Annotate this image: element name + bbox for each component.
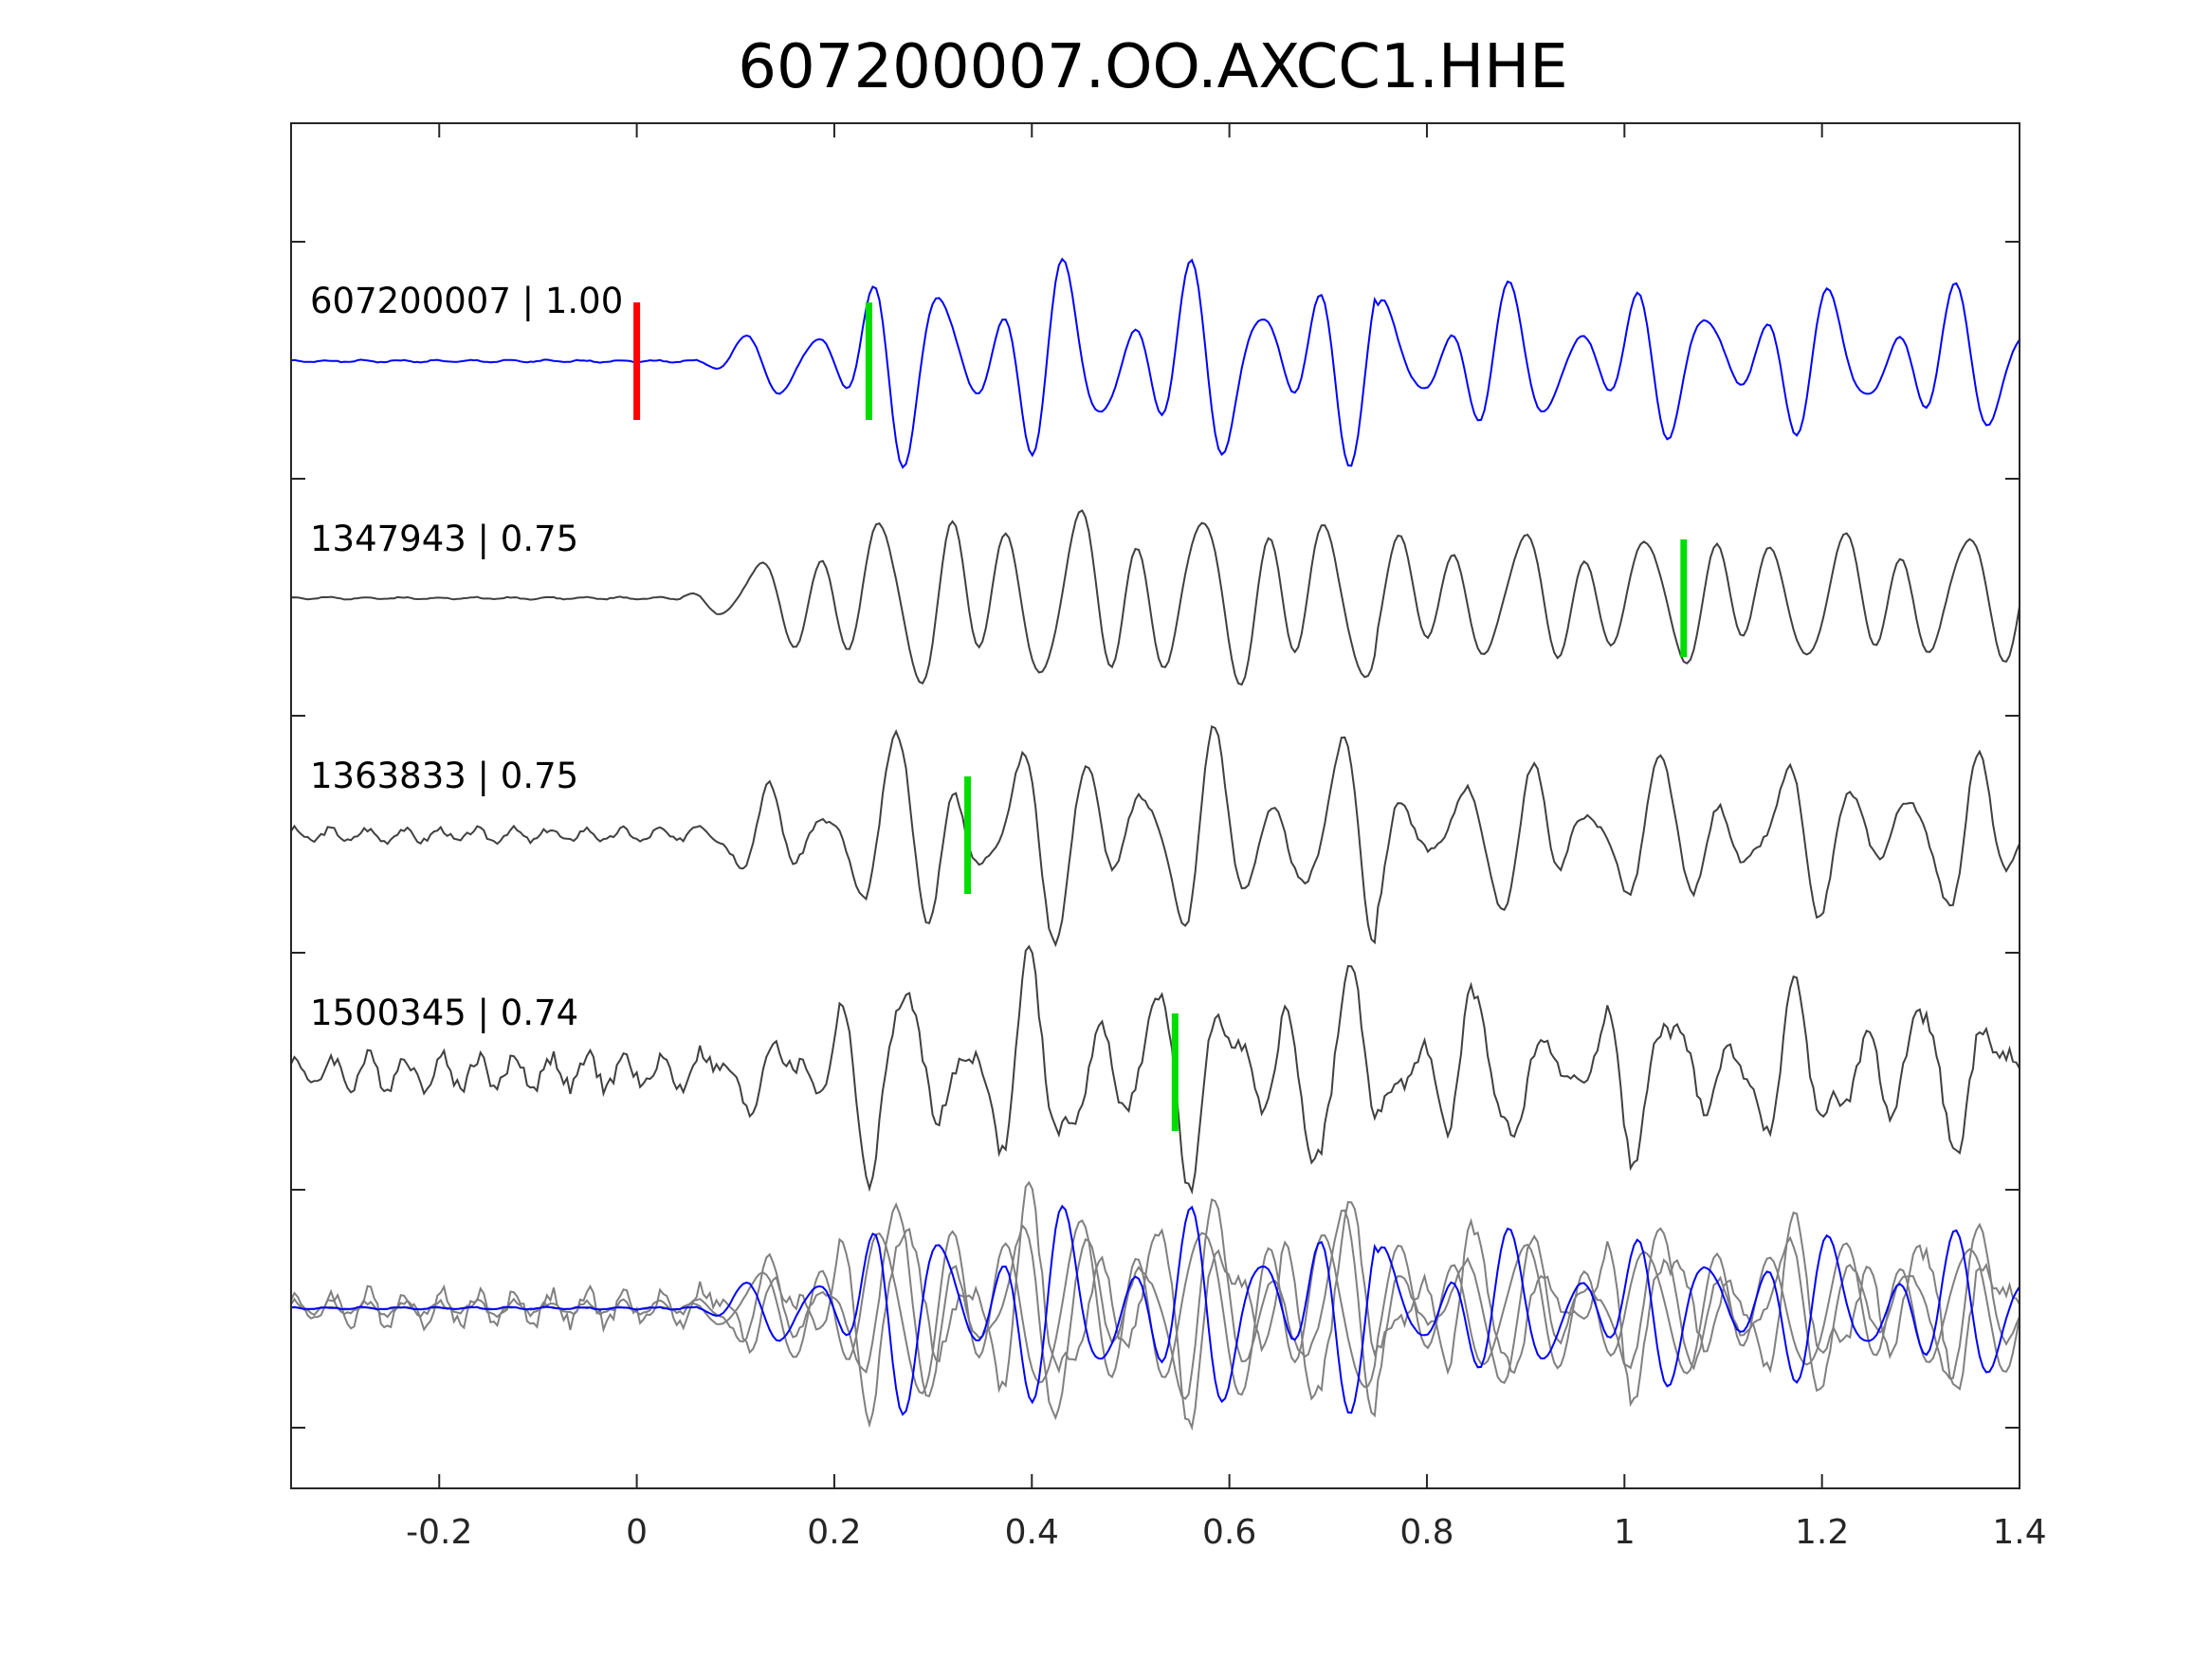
- trace-1363833: [290, 724, 2020, 948]
- x-tick-label: 1: [1614, 1513, 1636, 1552]
- x-tick-label: 0.8: [1399, 1513, 1453, 1552]
- overlay-trace-1363833: [290, 1197, 2020, 1421]
- overlay-trace-1500345: [290, 1180, 2020, 1431]
- trace-label-0: 607200007 | 1.00: [310, 281, 623, 321]
- x-tick-label: 1.2: [1795, 1513, 1849, 1552]
- x-tick-label: -0.2: [406, 1513, 472, 1552]
- x-tick-label: 0.4: [1005, 1513, 1059, 1552]
- x-tick-label: 0: [626, 1513, 648, 1552]
- x-tick-labels: -0.2 0 0.2 0.4 0.6 0.8 1 1.2 1.4: [406, 1513, 2047, 1552]
- axes-box: [290, 122, 2020, 1489]
- trace-labels: 607200007 | 1.00 1347943 | 0.75 1363833 …: [310, 281, 623, 1033]
- trace-1347943: [290, 509, 2020, 686]
- trace-label-3: 1500345 | 0.74: [310, 993, 578, 1033]
- x-tick-label: 1.4: [1992, 1513, 2046, 1552]
- traces-group: [290, 257, 2020, 1431]
- x-tick-label: 0.6: [1202, 1513, 1256, 1552]
- axis-ticks: [291, 123, 2020, 1488]
- trace-label-1: 1347943 | 0.75: [310, 519, 578, 559]
- x-tick-label: 0.2: [807, 1513, 861, 1552]
- trace-607200007: [290, 257, 2020, 469]
- chart-title: 607200007.OO.AXCC1.HHE: [738, 32, 1567, 102]
- trace-1500345: [290, 944, 2020, 1195]
- overlay-trace-607200007: [290, 1204, 2020, 1416]
- trace-label-2: 1363833 | 0.75: [310, 756, 578, 796]
